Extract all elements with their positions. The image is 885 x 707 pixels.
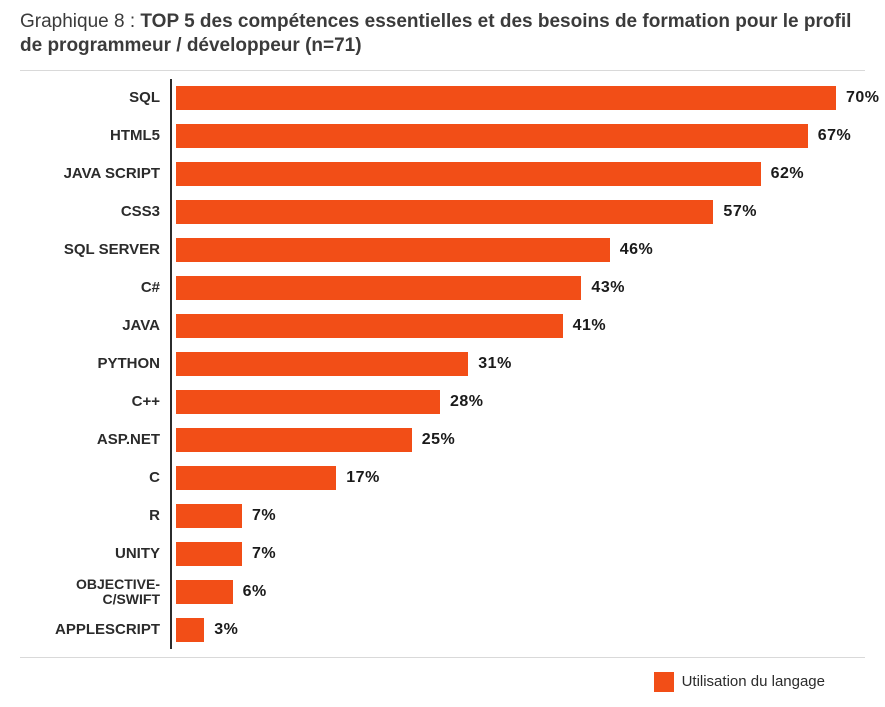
bar-value: 7% <box>252 507 276 525</box>
bar-value: 62% <box>771 165 805 183</box>
bar <box>176 618 204 642</box>
bar-row: C# 43% <box>20 269 865 307</box>
bar-label: C# <box>20 280 170 296</box>
bar <box>176 542 242 566</box>
bar-zone: 46% <box>170 231 865 269</box>
bar-zone: 3% <box>170 611 865 649</box>
bar-zone: 62% <box>170 155 865 193</box>
bar-label: PYTHON <box>20 356 170 372</box>
bar-value: 41% <box>573 317 607 335</box>
bar-row: R 7% <box>20 497 865 535</box>
bar-row: JAVA 41% <box>20 307 865 345</box>
bar <box>176 124 808 148</box>
bar-zone: 7% <box>170 497 865 535</box>
bar-label: HTML5 <box>20 128 170 144</box>
chart-title: Graphique 8 : TOP 5 des compétences esse… <box>20 10 865 58</box>
bar-label: UNITY <box>20 546 170 562</box>
bar-label: JAVA <box>20 318 170 334</box>
bar-label: C <box>20 470 170 486</box>
chart-container: Graphique 8 : TOP 5 des compétences esse… <box>0 0 885 707</box>
bar-row: PYTHON 31% <box>20 345 865 383</box>
title-bold: TOP 5 des compétences essentielles et de… <box>20 11 851 56</box>
bar-value: 25% <box>422 431 456 449</box>
bar-zone: 57% <box>170 193 865 231</box>
bar-zone: 67% <box>170 117 865 155</box>
bar-label: OBJECTIVE-C/SWIFT <box>20 577 170 606</box>
bar-value: 28% <box>450 393 484 411</box>
bar-row: C++ 28% <box>20 383 865 421</box>
bar-zone: 6% <box>170 573 865 611</box>
bar-zone: 70% <box>170 79 880 117</box>
bar-value: 17% <box>346 469 380 487</box>
bar-zone: 25% <box>170 421 865 459</box>
bar <box>176 352 468 376</box>
bar-value: 7% <box>252 545 276 563</box>
bar-row: UNITY 7% <box>20 535 865 573</box>
bar-value: 46% <box>620 241 654 259</box>
bar <box>176 314 563 338</box>
bar-row: HTML5 67% <box>20 117 865 155</box>
legend-swatch <box>654 672 674 692</box>
bar-row: OBJECTIVE-C/SWIFT 6% <box>20 573 865 611</box>
bar-row: SQL SERVER 46% <box>20 231 865 269</box>
bar-label: ASP.NET <box>20 432 170 448</box>
bar-value: 67% <box>818 127 852 145</box>
legend: Utilisation du langage <box>20 672 865 692</box>
bar <box>176 466 336 490</box>
bar-value: 43% <box>591 279 625 297</box>
bar-zone: 28% <box>170 383 865 421</box>
bar-zone: 17% <box>170 459 865 497</box>
bar <box>176 238 610 262</box>
bar <box>176 390 440 414</box>
bar-value: 6% <box>243 583 267 601</box>
bar-row: APPLESCRIPT 3% <box>20 611 865 649</box>
bar-label: R <box>20 508 170 524</box>
bar-label: SQL SERVER <box>20 242 170 258</box>
bar-row: C 17% <box>20 459 865 497</box>
bar-value: 31% <box>478 355 512 373</box>
bar-row: ASP.NET 25% <box>20 421 865 459</box>
bar-row: CSS3 57% <box>20 193 865 231</box>
bar-zone: 31% <box>170 345 865 383</box>
bar-zone: 43% <box>170 269 865 307</box>
title-prefix: Graphique 8 : <box>20 11 140 32</box>
bar <box>176 580 233 604</box>
bar <box>176 162 761 186</box>
bar <box>176 86 836 110</box>
bar-label: JAVA SCRIPT <box>20 166 170 182</box>
bar-label: APPLESCRIPT <box>20 622 170 638</box>
legend-label: Utilisation du langage <box>682 673 825 690</box>
bar <box>176 200 713 224</box>
bar-value: 3% <box>214 621 238 639</box>
bar-label: CSS3 <box>20 204 170 220</box>
bar <box>176 428 412 452</box>
bar-value: 57% <box>723 203 757 221</box>
bar-row: JAVA SCRIPT 62% <box>20 155 865 193</box>
bar <box>176 504 242 528</box>
bar <box>176 276 581 300</box>
bar-row: SQL70% <box>20 79 865 117</box>
bar-chart: SQL70% HTML5 67% JAVA SCRIPT 62% CSS3 57% SQL S… <box>20 70 865 658</box>
bar-zone: 41% <box>170 307 865 345</box>
bar-label: C++ <box>20 394 170 410</box>
bar-value: 70% <box>846 89 880 107</box>
bar-label: SQL <box>20 90 170 106</box>
bar-zone: 7% <box>170 535 865 573</box>
